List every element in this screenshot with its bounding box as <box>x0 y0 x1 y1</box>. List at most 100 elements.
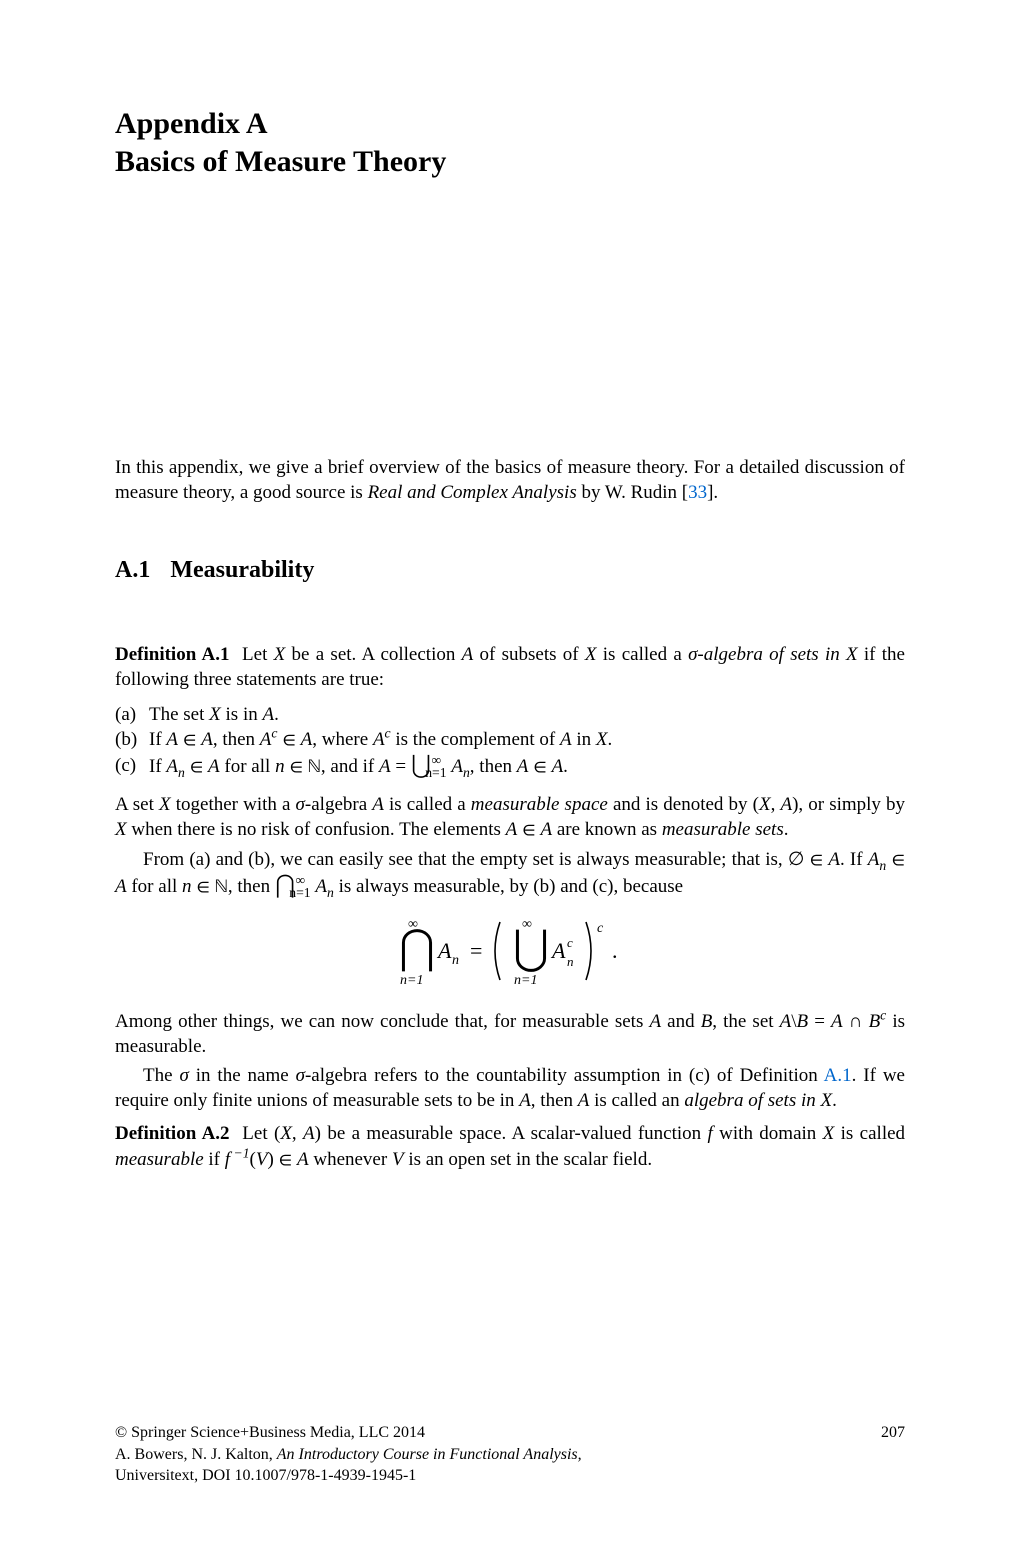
math-in: ∈ <box>196 878 210 897</box>
math-N: ℕ <box>215 878 228 897</box>
math-X: X <box>115 819 127 840</box>
math-cal-A: A <box>303 1123 315 1144</box>
list-body-b: If A ∈ A, then Ac ∈ A, where Ac is the c… <box>149 727 905 753</box>
item-a-mid: is in <box>221 704 263 725</box>
math-in: ∈ <box>190 758 204 777</box>
p3-c: , the set <box>712 1011 779 1032</box>
math-A-minus-B: A <box>780 1011 792 1032</box>
list-label-b: (b) <box>115 727 149 753</box>
math-cal-A: A <box>780 794 792 815</box>
item-b-pre: If <box>149 729 166 750</box>
math-X: X <box>759 794 771 815</box>
math-A: A <box>831 1011 843 1032</box>
svg-text:A: A <box>550 938 566 963</box>
math-cal-A: A <box>552 756 564 777</box>
definition-link[interactable]: A.1 <box>824 1065 852 1086</box>
intro-post: ]. <box>707 482 718 503</box>
math-A: A <box>560 729 572 750</box>
definition-label: Definition A.2 <box>115 1123 230 1144</box>
def-a1-text-2: be a set. A collection <box>285 644 461 665</box>
math-A: A <box>649 1011 661 1032</box>
section-number: A.1 <box>115 555 150 587</box>
math-cal-A: A <box>578 1090 590 1111</box>
svg-text:n: n <box>452 953 459 968</box>
math-in: ∈ <box>289 758 303 777</box>
term-measurable: measurable <box>115 1149 204 1170</box>
math-An: An <box>451 756 469 777</box>
term-algebra-of-sets: algebra of sets in X <box>684 1090 832 1111</box>
p4-b: in the name <box>189 1065 296 1086</box>
math-An: An <box>166 756 184 777</box>
paragraph-algebra-of-sets: The σ in the name σ-algebra refers to th… <box>115 1063 905 1113</box>
p2-d: , then <box>228 876 275 897</box>
title-line-1: Appendix A <box>115 105 905 143</box>
definition-a1: Definition A.1 Let X be a set. A collect… <box>115 642 905 692</box>
math-X: X <box>585 644 597 665</box>
svg-text:c: c <box>567 935 573 950</box>
p1-h: are known as <box>552 819 662 840</box>
p4-f: is called an <box>589 1090 684 1111</box>
list-label-c: (c) <box>115 753 149 782</box>
item-b-mid4: in <box>572 729 596 750</box>
svg-text:c: c <box>597 921 604 936</box>
term-measurable-sets: measurable sets <box>662 819 784 840</box>
math-in: ∈ <box>282 731 296 750</box>
math-emptyset-in-A: ∅ ∈ A <box>788 849 840 870</box>
p2-b: . If <box>840 849 868 870</box>
paragraph-set-difference: Among other things, we can now conclude … <box>115 1009 905 1059</box>
p1-f: , or simply by <box>798 794 905 815</box>
math-An: An <box>315 876 333 897</box>
item-b-post: . <box>608 729 613 750</box>
title-line-2: Basics of Measure Theory <box>115 143 905 181</box>
math-sigma: σ <box>296 1065 305 1086</box>
d2-f: whenever <box>309 1149 392 1170</box>
math-cal-A: A <box>208 756 220 777</box>
p1-b: together with a <box>171 794 296 815</box>
citation-link[interactable]: 33 <box>688 482 707 503</box>
math-A: A <box>166 729 178 750</box>
math-n: n <box>182 876 192 897</box>
appendix-title: Appendix A Basics of Measure Theory <box>115 105 905 180</box>
math-finv-V: f −1 <box>225 1149 250 1170</box>
math-cal-A: A <box>115 876 127 897</box>
p1-i: . <box>784 819 789 840</box>
math-cal-A: A <box>301 729 313 750</box>
list-item-b: (b) If A ∈ A, then Ac ∈ A, where Ac is t… <box>115 727 905 753</box>
item-c-mid3: , then <box>470 756 517 777</box>
math-N: ℕ <box>308 758 321 777</box>
svg-text:n=1: n=1 <box>514 973 537 988</box>
math-n: n <box>275 756 285 777</box>
p1-a: A set <box>115 794 159 815</box>
def-a1-text-3: of subsets of <box>473 644 585 665</box>
p2-e: is always measurable, by (b) and (c), be… <box>334 876 683 897</box>
footer-copyright: © Springer Science+Business Media, LLC 2… <box>115 1422 582 1444</box>
math-X: X <box>159 794 171 815</box>
math-V: V <box>256 1149 268 1170</box>
svg-text:∞: ∞ <box>408 917 418 932</box>
math-A: A <box>517 756 529 777</box>
item-a-post: . <box>274 704 279 725</box>
paragraph-empty-set: From (a) and (b), we can easily see that… <box>115 847 905 902</box>
definition-label: Definition A.1 <box>115 644 229 665</box>
p1-e: and is denoted by <box>608 794 753 815</box>
p4-e: , then <box>531 1090 578 1111</box>
math-cal-A: A <box>372 794 384 815</box>
svg-text:∞: ∞ <box>522 917 532 932</box>
equation-svg: ∞ ⋂ n=1 A n = ∞ ⋃ n=1 A c n c . <box>390 914 630 988</box>
section-title: Measurability <box>170 557 314 583</box>
page: Appendix A Basics of Measure Theory In t… <box>0 0 1020 1547</box>
math-in: ∈ <box>533 758 547 777</box>
term-measurable-space: measurable space <box>471 794 608 815</box>
definition-list: (a) The set X is in A. (b) If A ∈ A, the… <box>115 702 905 782</box>
svg-text:A: A <box>436 938 452 963</box>
item-c-mid1: for all <box>220 756 275 777</box>
math-in: ∈ <box>279 1151 293 1170</box>
p3-b: and <box>661 1011 701 1032</box>
footer-series: Universitext, DOI 10.1007/978-1-4939-194… <box>115 1465 582 1487</box>
def-a1-text-1: Let <box>242 644 274 665</box>
footer-left: © Springer Science+Business Media, LLC 2… <box>115 1422 582 1487</box>
d2-e: if <box>204 1149 225 1170</box>
term-sigma-algebra: σ-algebra of sets in X <box>688 644 858 665</box>
intro-book-title: Real and Complex Analysis <box>368 482 577 503</box>
math-in: ∈ <box>891 851 905 870</box>
